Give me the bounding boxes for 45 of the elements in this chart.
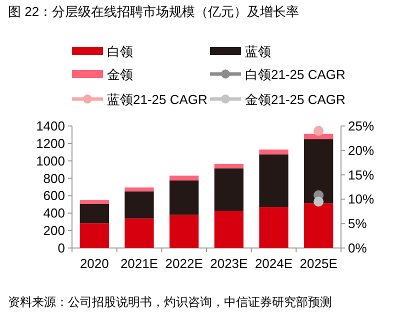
bar (170, 214, 199, 248)
x-tick-label: 2023E (210, 256, 248, 271)
legend-label: 蓝领 (245, 44, 271, 59)
y-tick-label: 600 (43, 188, 65, 204)
y2-tick-label: 25% (348, 118, 374, 134)
x-tick-label: 2024E (254, 256, 293, 271)
y-tick-label: 1400 (36, 118, 65, 134)
bar (259, 207, 288, 248)
x-tick-label: 2022E (165, 256, 204, 271)
bar (80, 223, 109, 248)
bar (304, 139, 334, 204)
legend-label: 金领 (107, 67, 133, 82)
y-tick-label: 1200 (36, 136, 65, 151)
bar (259, 150, 288, 154)
y2-tick-label: 0% (348, 240, 368, 256)
x-tick-label: 2020 (80, 256, 109, 271)
text: 资料来源：公司招股说明书，灼识咨询，中信证券研究部预测 (8, 295, 332, 309)
legend-label: 蓝领21-25 CAGR (107, 92, 208, 107)
legend-label: 金领21-25 CAGR (245, 92, 346, 107)
x-tick-label: 2025E (300, 256, 338, 271)
bar (124, 218, 154, 248)
chart-title: 图 22：分层级在线招聘市场规模（亿元）及增长率 (8, 4, 300, 19)
bar (124, 191, 154, 218)
x-tick-label: 2021E (120, 256, 158, 271)
bar (259, 154, 288, 208)
y2-tick-label: 10% (348, 192, 374, 207)
y-tick-label: 1000 (36, 153, 65, 168)
bar (80, 200, 109, 204)
bar (214, 168, 244, 211)
y-tick-label: 800 (43, 170, 65, 186)
bar (124, 187, 154, 192)
y2-tick-label: 20% (348, 142, 374, 158)
bar (214, 164, 244, 168)
y2-tick-label: 15% (348, 167, 374, 182)
y-tick-label: 400 (43, 206, 65, 221)
y-tick-label: 200 (43, 223, 65, 238)
y-tick-label: 0 (58, 240, 65, 256)
legend-label: 白领 (107, 44, 133, 59)
legend-label: 白领21-25 CAGR (245, 67, 346, 82)
bar (214, 210, 244, 248)
bar (80, 204, 109, 224)
bar (304, 203, 334, 248)
bar (170, 176, 199, 180)
y2-tick-label: 5% (348, 216, 368, 232)
bar (170, 180, 199, 215)
